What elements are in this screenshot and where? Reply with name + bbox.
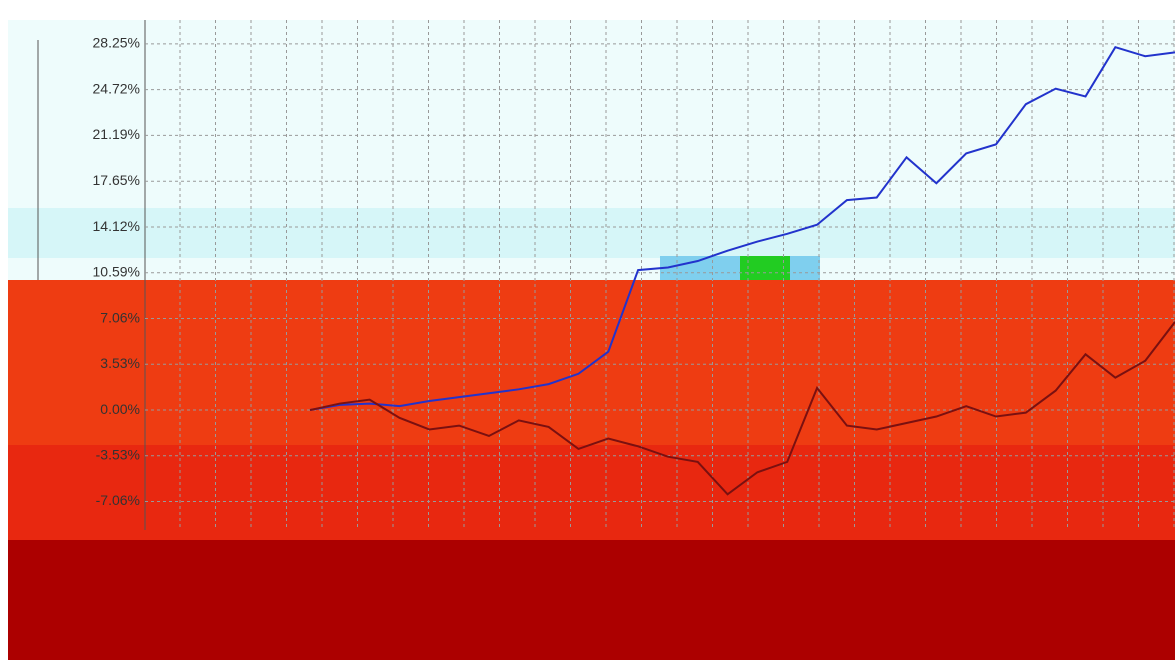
y-tick-label: -7.06% — [96, 492, 140, 508]
y-tick-label: 0.00% — [100, 401, 140, 417]
screen: 28.25% 24.72% 21.19% 17.65% 14.12% 10.59% 7.06… — [0, 0, 1175, 660]
y-tick-label: 3.53% — [100, 355, 140, 371]
glitch-band — [8, 208, 1175, 258]
y-tick-label: 10.59% — [93, 264, 140, 280]
glitch-dark — [8, 540, 1175, 660]
y-tick-label: 28.25% — [93, 35, 140, 51]
y-tick-label: 7.06% — [100, 309, 140, 325]
y-tick-label: 21.19% — [93, 126, 140, 142]
glitch-red-2 — [8, 445, 1175, 540]
y-tick-label: 24.72% — [93, 80, 140, 96]
y-tick-label: 14.12% — [93, 218, 140, 234]
y-tick-label: 17.65% — [93, 172, 140, 188]
glitch-red — [8, 280, 1175, 445]
y-tick-label: -3.53% — [96, 446, 140, 462]
